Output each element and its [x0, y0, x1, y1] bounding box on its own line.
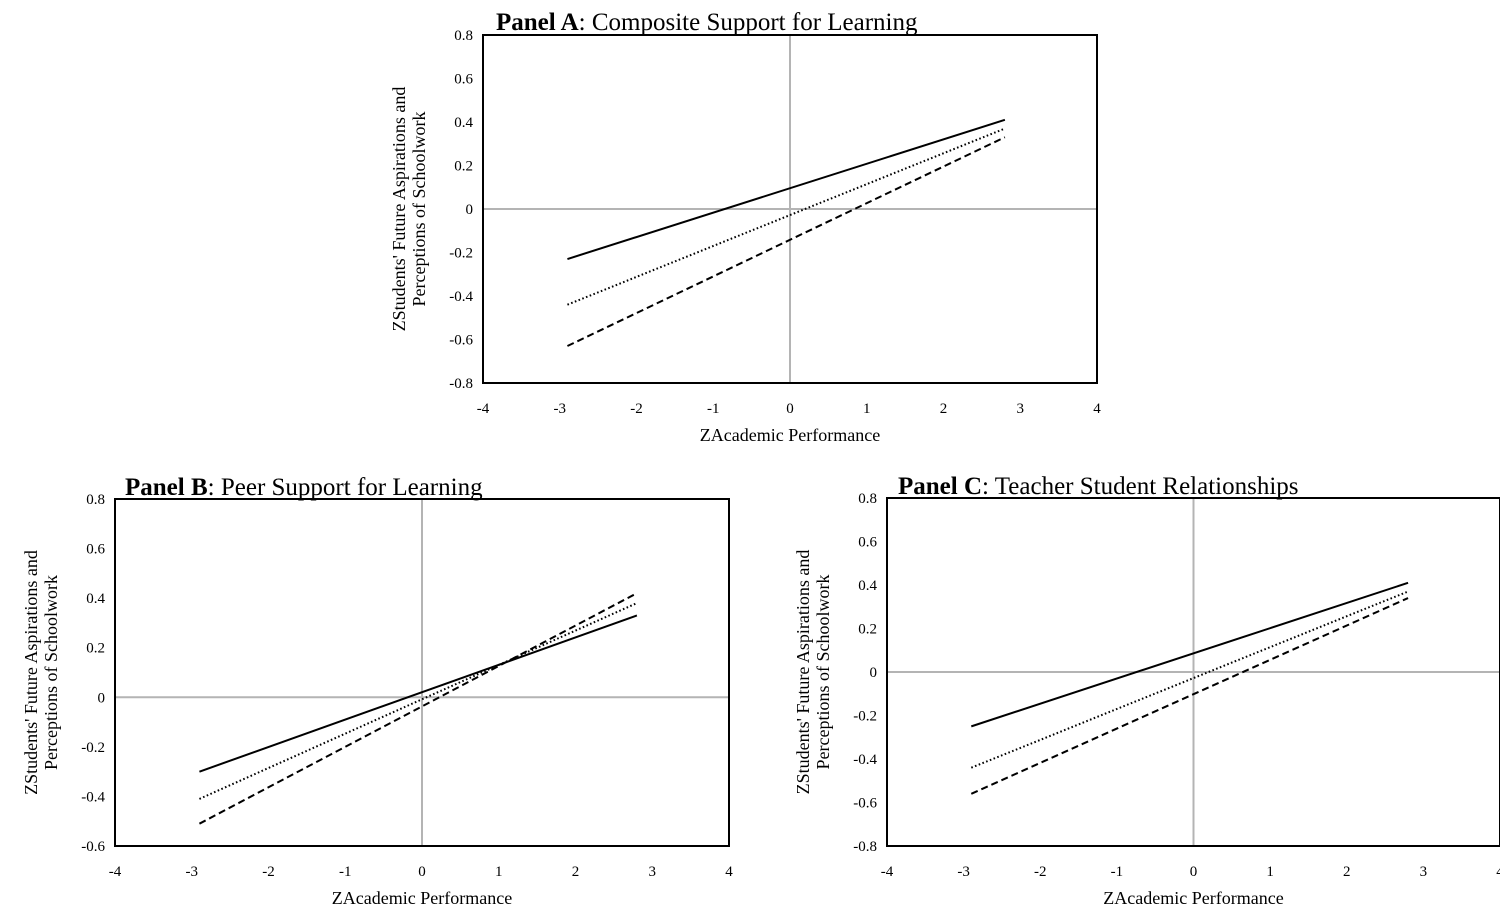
- series-line-dotted: [199, 602, 638, 800]
- x-axis-title: ZAcademic Performance: [1103, 888, 1283, 908]
- panel-title-label: Panel B: [125, 474, 208, 501]
- y-tick-label: 0.6: [454, 72, 473, 88]
- y-tick-label: -0.8: [853, 839, 877, 855]
- x-tick-label: -1: [339, 864, 352, 880]
- series-line-dashed: [198, 592, 638, 825]
- plot-frame: [114, 498, 730, 847]
- x-tick-label: 2: [940, 401, 948, 417]
- chart-panel-b: 0.8 0.6 0.4 0.2 0 -0.2 -0.4 -0.6-4 -3 -2 -1 0 1 2 3 4 ZA…: [21, 474, 733, 908]
- y-tick-label: 0.4: [454, 115, 473, 131]
- x-tick-label: -3: [186, 864, 199, 880]
- x-tick-label: 4: [725, 864, 733, 880]
- y-tick-label: 0.4: [86, 591, 105, 607]
- x-tick-label: -2: [1034, 864, 1047, 880]
- panel-title-text: : Composite Support for Learning: [579, 9, 918, 36]
- panel-title: Panel C: Teacher Student Relationships: [898, 473, 1299, 500]
- y-axis-title-line: Perceptions of Schoolwork: [813, 575, 833, 770]
- series-line-solid: [199, 614, 638, 773]
- x-tick-label: -4: [109, 864, 122, 880]
- x-tick-label: 1: [863, 401, 871, 417]
- chart-panel-c: 0.8 0.6 0.4 0.2 0 -0.2 -0.4 -0.6 -0.8-4 -3 -2 -1 0 1 2…: [793, 473, 1500, 908]
- y-tick-label: 0.2: [86, 641, 105, 657]
- plot-frame: [886, 497, 1500, 847]
- series-line-solid: [567, 118, 1006, 260]
- y-axis-title-line: Perceptions of Schoolwork: [409, 112, 429, 307]
- y-axis-title-line: ZStudents' Future Aspirations and: [21, 550, 41, 795]
- y-tick-label: 0.8: [86, 492, 105, 508]
- x-tick-label: 4: [1093, 401, 1101, 417]
- panel-title-label: Panel C: [898, 473, 982, 500]
- y-tick-label: -0.6: [853, 796, 877, 812]
- panel-title: Panel B: Peer Support for Learning: [125, 474, 483, 501]
- y-tick-label: -0.2: [81, 740, 105, 756]
- y-tick-label: -0.4: [853, 752, 877, 768]
- y-tick-label: -0.2: [449, 246, 473, 262]
- y-axis-title: ZStudents' Future Aspirations andPercept…: [389, 87, 429, 332]
- y-tick-label: -0.6: [81, 839, 105, 855]
- y-tick-label: 0: [870, 665, 878, 681]
- y-axis-title-line: Perceptions of Schoolwork: [41, 575, 61, 770]
- y-tick-label: 0.8: [858, 491, 877, 507]
- y-tick-label: -0.4: [81, 789, 105, 805]
- x-tick-label: 3: [1420, 864, 1428, 880]
- y-tick-label: 0.6: [858, 535, 877, 551]
- x-tick-label: 0: [1190, 864, 1198, 880]
- plot-frame: [482, 34, 1098, 384]
- x-tick-label: 3: [1017, 401, 1025, 417]
- y-tick-label: 0.2: [454, 159, 473, 175]
- x-tick-label: -3: [554, 401, 567, 417]
- x-tick-label: -2: [630, 401, 643, 417]
- x-tick-label: -1: [1111, 864, 1124, 880]
- x-tick-label: 2: [1343, 864, 1351, 880]
- y-axis-title-line: ZStudents' Future Aspirations and: [793, 550, 813, 795]
- x-tick-label: -2: [262, 864, 275, 880]
- y-tick-label: -0.4: [449, 289, 473, 305]
- y-tick-label: 0.4: [858, 578, 877, 594]
- chart-panel-a: 0.8 0.6 0.4 0.2 0 -0.2 -0.4 -0.6 -0.8-4 -3 -2 -1 0 1 2…: [389, 9, 1101, 445]
- y-axis-title: ZStudents' Future Aspirations andPercept…: [21, 550, 61, 795]
- y-tick-label: 0.2: [858, 622, 877, 638]
- series-line-dashed: [566, 136, 1006, 347]
- x-axis-title: ZAcademic Performance: [332, 888, 512, 908]
- panel-title-label: Panel A: [496, 9, 579, 36]
- x-tick-label: 1: [495, 864, 503, 880]
- y-tick-label: -0.6: [449, 333, 473, 349]
- x-tick-label: -3: [957, 864, 970, 880]
- panel-title: Panel A: Composite Support for Learning: [496, 9, 918, 36]
- x-axis-title: ZAcademic Performance: [700, 425, 880, 445]
- y-tick-label: 0.6: [86, 542, 105, 558]
- series-line-dashed: [970, 597, 1409, 795]
- x-tick-label: -4: [881, 864, 894, 880]
- y-tick-label: -0.2: [853, 709, 877, 725]
- y-tick-label: 0: [466, 202, 474, 218]
- x-tick-label: 2: [572, 864, 580, 880]
- panel-title-text: : Peer Support for Learning: [208, 474, 483, 501]
- x-tick-label: 3: [649, 864, 657, 880]
- y-tick-label: -0.8: [449, 376, 473, 392]
- x-tick-label: -1: [707, 401, 720, 417]
- series-line-solid: [970, 581, 1409, 728]
- x-tick-label: -4: [477, 401, 490, 417]
- x-tick-label: 4: [1496, 864, 1500, 880]
- y-axis-title-line: ZStudents' Future Aspirations and: [389, 87, 409, 332]
- y-tick-label: 0: [98, 690, 106, 706]
- y-tick-label: 0.8: [454, 28, 473, 44]
- series-line-dotted: [970, 590, 1409, 769]
- panel-title-text: : Teacher Student Relationships: [982, 473, 1298, 500]
- series-line-dotted: [567, 127, 1006, 306]
- y-axis-title: ZStudents' Future Aspirations andPercept…: [793, 550, 833, 795]
- x-tick-label: 0: [786, 401, 794, 417]
- x-tick-label: 1: [1266, 864, 1274, 880]
- x-tick-label: 0: [418, 864, 426, 880]
